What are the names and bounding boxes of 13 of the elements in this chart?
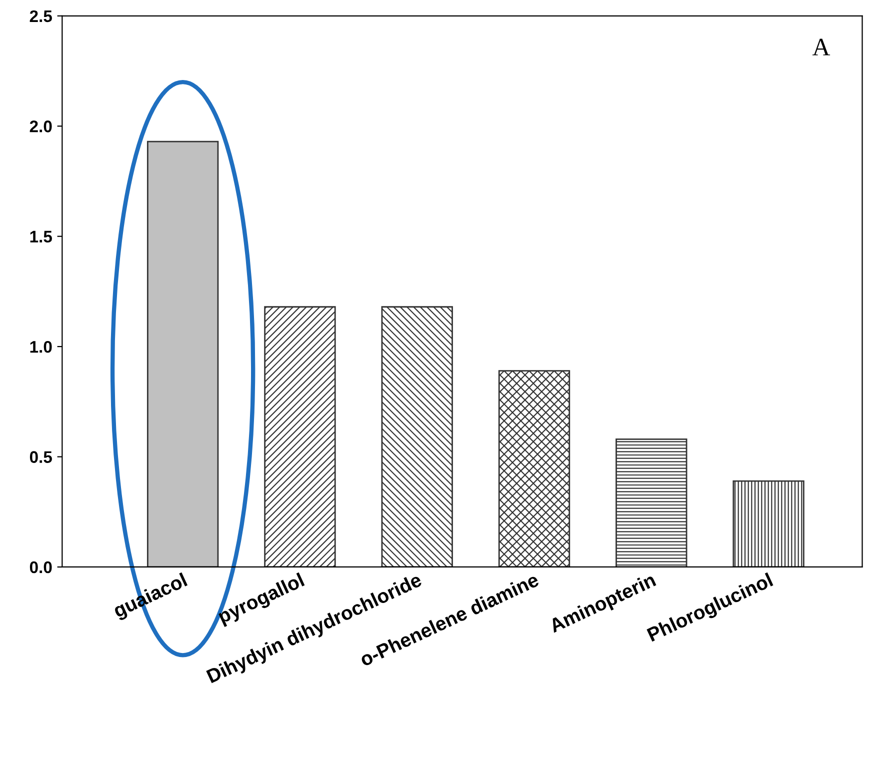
y-tick-label: 0.5 bbox=[30, 451, 52, 463]
bar bbox=[381, 306, 453, 567]
annotation: A bbox=[812, 38, 830, 56]
y-tick-label: 2.0 bbox=[30, 120, 52, 132]
y-tick-label: 1.5 bbox=[30, 230, 52, 243]
bar bbox=[616, 438, 688, 567]
bar bbox=[146, 140, 219, 567]
y-tick-label: 2.5 bbox=[30, 10, 52, 22]
y-tick-label: 0.0 bbox=[30, 561, 52, 574]
bar bbox=[264, 306, 336, 567]
bar bbox=[498, 370, 570, 567]
y-tick-label: 1.0 bbox=[30, 340, 52, 353]
bar bbox=[732, 480, 804, 567]
